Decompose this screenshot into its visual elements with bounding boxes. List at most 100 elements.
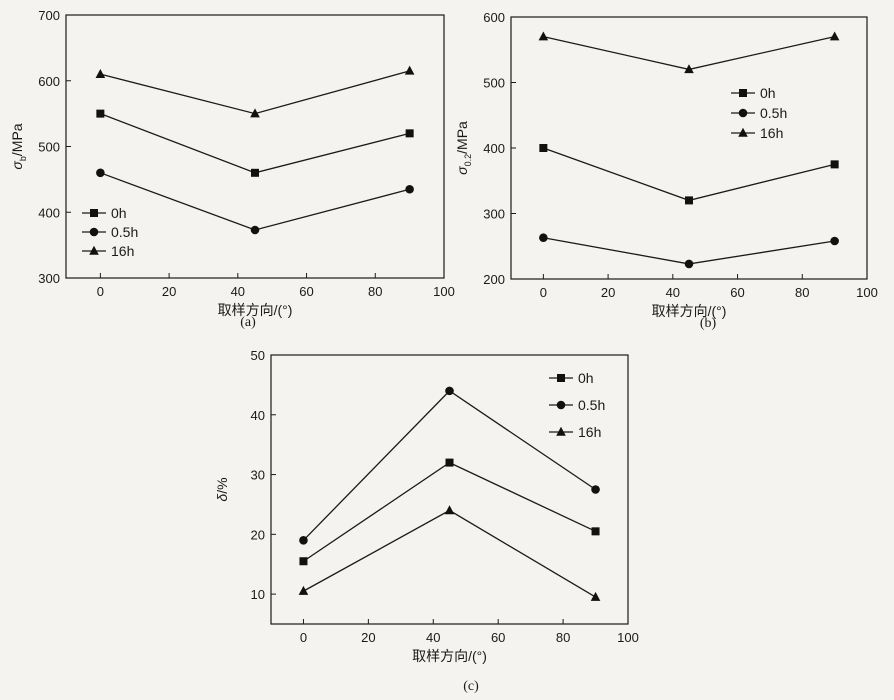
data-point bbox=[445, 458, 454, 467]
series-0.5h bbox=[96, 168, 414, 235]
x-tick-label: 60 bbox=[299, 284, 313, 299]
series-line bbox=[543, 147, 835, 202]
y-tick-label: 500 bbox=[38, 140, 60, 155]
legend-marker bbox=[738, 108, 748, 118]
data-point bbox=[830, 160, 839, 169]
y-axis-label: σb/MPa bbox=[9, 123, 28, 169]
legend-label: 16h bbox=[578, 424, 601, 440]
y-axis-label: δ/% bbox=[214, 477, 230, 501]
x-tick-label: 20 bbox=[162, 284, 176, 299]
data-point bbox=[829, 31, 840, 41]
data-point bbox=[96, 109, 105, 118]
legend-label: 16h bbox=[111, 243, 134, 259]
data-point bbox=[830, 236, 839, 246]
x-tick-label: 100 bbox=[433, 284, 455, 299]
legend: 0h 0.5h 16h bbox=[549, 370, 605, 440]
x-tick-label: 40 bbox=[666, 285, 680, 300]
legend-marker bbox=[739, 89, 747, 97]
chart-c: 0 20 40 60 80 100 10 20 30 40 50 取样方向/(°) δ/% (c) 0h 0.… bbox=[214, 348, 639, 694]
legend-label: 0.5h bbox=[760, 105, 787, 121]
series-line bbox=[100, 172, 410, 231]
y-axis-unit: /MPa bbox=[454, 121, 470, 154]
x-tick-label: 100 bbox=[617, 630, 639, 645]
y-tick-label: 20 bbox=[251, 527, 265, 542]
y-tick-label: 400 bbox=[483, 141, 505, 156]
data-point bbox=[539, 144, 548, 152]
x-tick-label: 80 bbox=[556, 630, 570, 645]
series-0h bbox=[539, 144, 839, 205]
y-tick-label: 500 bbox=[483, 76, 505, 91]
legend-marker bbox=[557, 374, 565, 382]
y-axis-symbol: δ bbox=[214, 494, 230, 502]
data-point bbox=[685, 196, 693, 205]
series-16h bbox=[298, 505, 601, 601]
data-point bbox=[405, 184, 414, 194]
series-0h bbox=[299, 458, 600, 566]
legend-label: 0h bbox=[578, 370, 594, 386]
data-point bbox=[684, 64, 694, 74]
plot-frame bbox=[510, 16, 868, 280]
legend-marker bbox=[89, 227, 99, 237]
x-axis-label: 取样方向/(°) bbox=[412, 648, 487, 664]
y-tick-label: 600 bbox=[38, 74, 60, 89]
panel-caption: (c) bbox=[463, 679, 479, 694]
series-line bbox=[100, 70, 410, 115]
series-line bbox=[100, 113, 410, 174]
legend-label: 0h bbox=[760, 85, 776, 101]
legend-label: 0.5h bbox=[111, 224, 138, 240]
x-tick-label: 0 bbox=[540, 285, 547, 300]
data-point bbox=[445, 386, 454, 396]
data-point bbox=[95, 68, 106, 78]
y-axis-symbol: σ bbox=[454, 166, 470, 175]
x-tick-label: 60 bbox=[730, 285, 744, 300]
data-point bbox=[250, 108, 260, 118]
x-tick-label: 0 bbox=[97, 284, 104, 299]
legend-label: 16h bbox=[760, 125, 783, 141]
x-axis-label: 取样方向/(°) bbox=[652, 303, 727, 319]
series-line bbox=[303, 509, 596, 598]
y-axis-unit: /MPa bbox=[9, 123, 25, 156]
legend-label: 0.5h bbox=[578, 397, 605, 413]
legend-marker bbox=[90, 209, 98, 217]
y-axis-unit: /% bbox=[214, 477, 230, 493]
chart-a: 0 20 40 60 80 100 300 400 500 600 700 取样方向/(°) σb/MP… bbox=[9, 8, 455, 330]
y-axis-subscript: 0.2 bbox=[463, 154, 473, 167]
x-tick-label: 80 bbox=[368, 284, 382, 299]
plot-frame bbox=[270, 354, 629, 625]
y-tick-label: 600 bbox=[483, 10, 505, 25]
data-point bbox=[590, 591, 601, 601]
x-tick-label: 100 bbox=[856, 285, 878, 300]
data-point bbox=[444, 505, 455, 515]
data-point bbox=[251, 168, 259, 177]
series-0.5h bbox=[299, 386, 600, 545]
legend: 0h 0.5h 16h bbox=[82, 205, 138, 259]
series-16h bbox=[538, 31, 840, 74]
legend-marker bbox=[738, 127, 748, 137]
x-tick-label: 60 bbox=[491, 630, 505, 645]
data-point bbox=[591, 527, 600, 536]
series-0h bbox=[96, 109, 414, 177]
y-tick-label: 10 bbox=[251, 587, 265, 602]
y-tick-label: 50 bbox=[251, 348, 265, 363]
y-axis-symbol: σ bbox=[9, 161, 25, 170]
x-tick-label: 40 bbox=[231, 284, 245, 299]
y-axis-subscript: b bbox=[18, 156, 28, 161]
y-tick-label: 300 bbox=[38, 271, 60, 286]
data-point bbox=[298, 585, 309, 595]
data-point bbox=[404, 65, 415, 75]
chart-b: 0 20 40 60 80 100 200 300 400 500 600 取样方向/(°) σ0.2/… bbox=[454, 10, 878, 331]
x-tick-label: 20 bbox=[601, 285, 615, 300]
legend: 0h 0.5h 16h bbox=[731, 85, 787, 141]
data-point bbox=[539, 233, 548, 243]
x-tick-label: 80 bbox=[795, 285, 809, 300]
data-point bbox=[299, 557, 308, 566]
panel-caption: (b) bbox=[700, 316, 717, 331]
data-point bbox=[96, 168, 105, 178]
legend-marker bbox=[89, 245, 99, 255]
data-point bbox=[405, 129, 414, 138]
data-point bbox=[299, 536, 308, 545]
series-0.5h bbox=[539, 233, 839, 269]
legend-label: 0h bbox=[111, 205, 127, 221]
series-16h bbox=[95, 65, 415, 118]
x-tick-label: 40 bbox=[426, 630, 440, 645]
